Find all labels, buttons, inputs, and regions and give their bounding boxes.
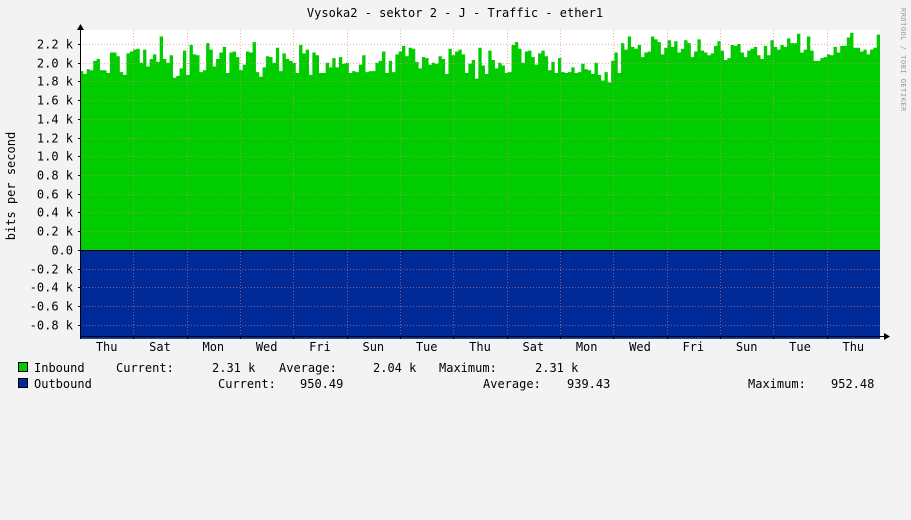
legend-row-inbound: Inbound Current: 2.31 k Average: 2.04 k …: [18, 360, 578, 376]
y-tick-label: -0.8 k: [30, 319, 74, 333]
x-tick-label: Fri: [682, 340, 704, 354]
traffic-graph: Vysoka2 - sektor 2 - J - Traffic - ether…: [4, 6, 907, 354]
x-tick-label: Tue: [416, 340, 438, 354]
outbound-area-rect: [80, 249, 880, 339]
legend-name-inbound: Inbound: [34, 361, 85, 375]
legend-current-label-inbound: Current:: [116, 361, 174, 375]
legend-maximum-label-inbound: Maximum:: [439, 361, 497, 375]
y-tick-label: -0.4 k: [30, 281, 74, 295]
y-tick-label: -0.6 k: [30, 300, 74, 314]
x-tick-label: Tue: [789, 340, 811, 354]
legend-maximum-inbound: 2.31 k: [535, 361, 579, 375]
y-tick-label: 1.8 k: [37, 75, 74, 89]
inbound-area-path: [80, 32, 880, 250]
legend-current-inbound: 2.31 k: [212, 361, 256, 375]
x-tick-label: Sun: [362, 340, 384, 354]
y-tick-label: 2.2 k: [37, 38, 74, 52]
y-tick-label: 0.0: [51, 244, 73, 258]
x-tick-label: Thu: [469, 340, 491, 354]
x-tick-label: Sat: [149, 340, 171, 354]
y-tick-label: 1.0 k: [37, 150, 74, 164]
x-axis-arrow: [884, 333, 890, 340]
y-axis-arrow: [77, 24, 84, 30]
series-outbound-area: [80, 249, 880, 339]
x-tick-label: Thu: [96, 340, 118, 354]
legend-swatch-inbound: [18, 362, 28, 372]
legend-current-label-outbound: Current:: [218, 377, 276, 391]
legend-name-outbound: Outbound: [34, 377, 92, 391]
legend-average-label-outbound: Average:: [483, 377, 541, 391]
chart-title: Vysoka2 - sektor 2 - J - Traffic - ether…: [307, 6, 603, 20]
x-tick-label: Mon: [576, 340, 598, 354]
grid-lines: [78, 30, 880, 339]
y-tick-label: 2.0 k: [37, 57, 74, 71]
x-tick-label: Wed: [629, 340, 651, 354]
watermark: RRDTOOL / TOBI OETIKER: [899, 8, 907, 112]
y-tick-label: 1.2 k: [37, 132, 74, 146]
legend-current-outbound: 950.49: [300, 377, 344, 391]
legend-average-outbound: 939.43: [567, 377, 611, 391]
y-tick-label: 0.4 k: [37, 206, 74, 220]
legend-row-outbound: Outbound Current: 950.49 Average: 939.43…: [18, 376, 874, 392]
y-tick-label: 0.8 k: [37, 169, 74, 183]
x-tick-label: Sat: [522, 340, 544, 354]
y-axis-label: bits per second: [4, 132, 18, 240]
x-tick-label: Thu: [842, 340, 864, 354]
legend-maximum-outbound: 952.48: [831, 377, 875, 391]
x-tick-label: Sun: [736, 340, 758, 354]
x-tick-labels: Thu Sat Mon Wed Fri Sun Tue Thu Sat Mon Wed Fri Sun T…: [96, 340, 864, 354]
x-tick-label: Mon: [202, 340, 224, 354]
y-tick-label: 1.6 k: [37, 94, 74, 108]
y-tick-labels: 2.2 k 2.0 k 1.8 k 1.6 k 1.4 k 1.2 k 1.0 k 0.8 k…: [30, 38, 74, 333]
legend-swatch-outbound: [18, 378, 28, 388]
y-tick-label: -0.2 k: [30, 263, 74, 277]
x-tick-label: Fri: [309, 340, 331, 354]
legend-maximum-label-outbound: Maximum:: [748, 377, 806, 391]
legend-average-inbound: 2.04 k: [373, 361, 417, 375]
series-inbound-area: [80, 32, 880, 250]
y-tick-label: 0.6 k: [37, 188, 74, 202]
y-tick-label: 1.4 k: [37, 113, 74, 127]
y-tick-label: 0.2 k: [37, 225, 74, 239]
x-tick-label: Wed: [256, 340, 278, 354]
legend-average-label-inbound: Average:: [279, 361, 337, 375]
